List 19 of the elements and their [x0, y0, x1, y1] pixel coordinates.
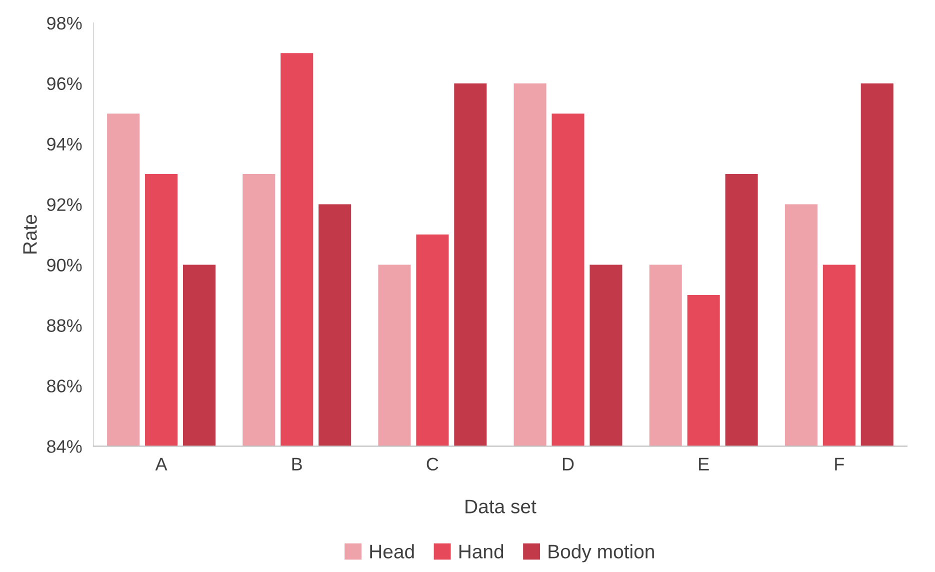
- y-axis-title: Rate: [23, 214, 37, 254]
- y-tick-label: 98%: [47, 16, 82, 30]
- y-tick-label: 90%: [47, 258, 82, 272]
- y-tick-label: 96%: [47, 77, 82, 90]
- x-tick-label: E: [699, 458, 709, 470]
- x-tick-label: F: [835, 458, 844, 470]
- y-tick-label: 84%: [47, 440, 82, 453]
- legend-label: Head: [370, 544, 414, 558]
- y-tick-label: 94%: [47, 138, 82, 151]
- legend-label: Body motion: [548, 544, 654, 562]
- y-tick-label: 86%: [47, 380, 82, 392]
- x-tick-label: D: [562, 458, 574, 470]
- x-tick-label: A: [155, 458, 168, 470]
- x-tick-label: C: [426, 458, 438, 471]
- x-tick-label: B: [292, 458, 302, 470]
- y-tick-label: 92%: [47, 198, 82, 212]
- legend-label: Hand: [459, 544, 504, 558]
- x-axis-title: Data set: [466, 500, 536, 514]
- y-tick-label: 88%: [47, 319, 82, 332]
